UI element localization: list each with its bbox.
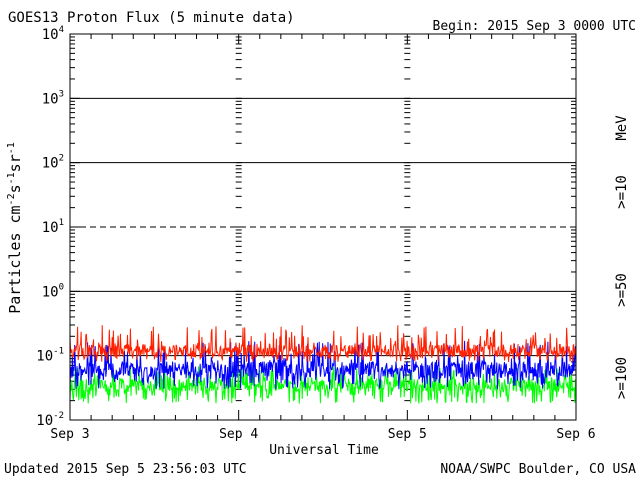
series-layer — [69, 325, 577, 404]
series-line — [69, 325, 577, 362]
plot-frame — [69, 33, 577, 421]
credit-text: NOAA/SWPC Boulder, CO USA — [440, 462, 636, 477]
legend: MeV >=10 >=50 >=100 — [614, 115, 630, 399]
series-line — [69, 365, 577, 404]
y-tick-label: 101 — [42, 218, 64, 236]
updated-timestamp: Updated 2015 Sep 5 23:56:03 UTC — [4, 462, 247, 477]
x-axis-label: Universal Time — [269, 443, 379, 458]
x-tick-labels: Sep 3 Sep 4 Sep 5 Sep 6 — [50, 427, 595, 442]
y-tick-label: 100 — [42, 282, 64, 300]
x-tick-label: Sep 3 — [50, 427, 89, 442]
y-axis-label: Particles cm-2s-1sr-1 — [6, 142, 24, 314]
y-tick-label: 103 — [42, 89, 64, 107]
x-tick-label: Sep 5 — [388, 427, 427, 442]
y-tick-labels: 10-2 10-1 100 101 102 103 104 — [36, 25, 64, 429]
x-tick-label: Sep 6 — [556, 427, 595, 442]
y-tick-label: 104 — [42, 25, 64, 43]
y-tick-label: 102 — [42, 154, 64, 172]
x-tick-label: Sep 4 — [219, 427, 258, 442]
legend-unit: MeV — [614, 115, 630, 141]
legend-series-50: >=50 — [614, 273, 630, 307]
chart-title: GOES13 Proton Flux (5 minute data) — [8, 10, 295, 26]
legend-series-100: >=100 — [614, 357, 630, 399]
y-tick-label: 10-1 — [36, 347, 64, 365]
begin-label: Begin: 2015 Sep 3 0000 UTC — [433, 19, 637, 34]
legend-series-10: >=10 — [614, 175, 630, 209]
y-tick-label: 10-2 — [36, 411, 64, 429]
